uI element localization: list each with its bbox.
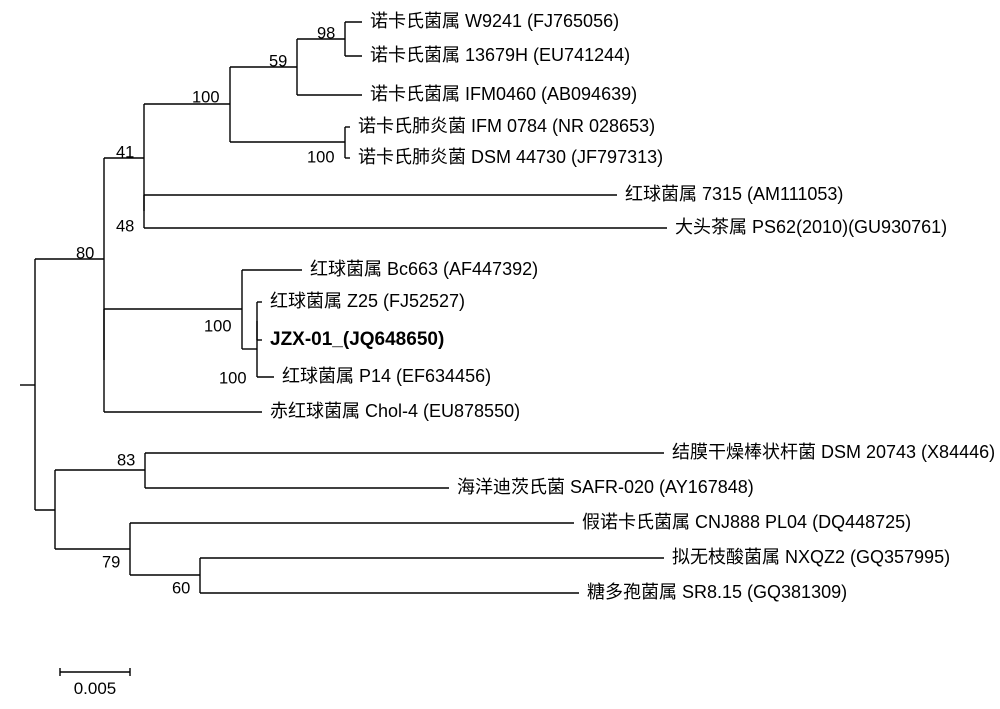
bootstrap-value: 83 [117,451,135,469]
bootstrap-value: 100 [204,317,232,335]
taxon-label: 诺卡氏菌属 IFM0460 (AB094639) [370,84,637,104]
taxon-label: 诺卡氏菌属 13679H (EU741244) [370,45,630,65]
taxon-label: 红球菌属 P14 (EF634456) [282,366,491,386]
bootstrap-value: 100 [219,369,247,387]
taxon-label: 假诺卡氏菌属 CNJ888 PL04 (DQ448725) [582,512,911,532]
taxon-label: 诺卡氏肺炎菌 IFM 0784 (NR 028653) [358,116,655,136]
bootstrap-value: 100 [307,148,335,166]
taxon-label: 拟无枝酸菌属 NXQZ2 (GQ357995) [672,547,950,567]
taxon-label: 红球菌属 Bc663 (AF447392) [310,259,538,279]
taxon-label: 诺卡氏肺炎菌 DSM 44730 (JF797313) [358,147,663,167]
taxon-label: 红球菌属 7315 (AM111053) [625,184,843,204]
taxon-label: 糖多孢菌属 SR8.15 (GQ381309) [587,582,847,602]
taxon-label: 海洋迪茨氏菌 SAFR-020 (AY167848) [457,477,754,497]
bootstrap-value: 79 [102,553,120,571]
bootstrap-value: 48 [116,217,134,235]
taxon-label: JZX-01_(JQ648650) [270,329,444,350]
taxon-label: 诺卡氏菌属 W9241 (FJ765056) [370,11,619,31]
scale-bar-label: 0.005 [74,679,117,698]
phylogenetic-tree: 9859100100484110010080836079诺卡氏菌属 W9241 … [0,0,1000,709]
taxon-label: 红球菌属 Z25 (FJ52527) [270,291,465,311]
taxon-label: 大头茶属 PS62(2010)(GU930761) [675,217,947,237]
taxon-label: 赤红球菌属 Chol-4 (EU878550) [270,401,520,421]
taxon-label: 结膜干燥棒状杆菌 DSM 20743 (X84446) [672,442,995,462]
bootstrap-value: 60 [172,579,190,597]
